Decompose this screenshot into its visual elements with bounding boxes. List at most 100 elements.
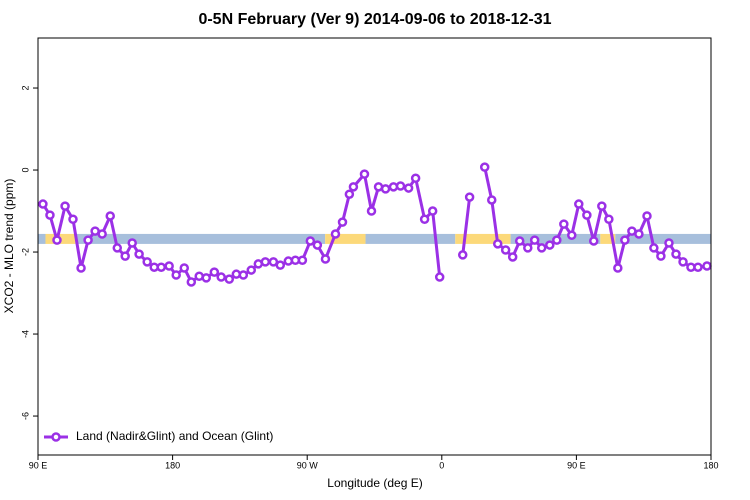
point [171,270,181,280]
point [260,257,271,267]
band-segment [600,233,616,244]
point [552,235,562,245]
point [642,211,652,221]
band-segment [325,233,366,244]
point [574,199,584,209]
point [60,201,70,211]
band-segment [75,233,326,244]
point [76,263,86,273]
point [348,182,359,192]
point [127,238,137,248]
point [68,214,78,224]
point [112,243,123,253]
point [702,261,712,271]
point [83,235,93,245]
point [380,184,391,194]
point [359,169,370,179]
point [320,254,331,264]
band-segment [38,233,46,244]
x-tick-label: 90 E [29,460,48,470]
point [500,245,511,255]
point [664,238,674,248]
point [105,211,115,221]
point [305,236,316,246]
point [216,272,226,282]
x-axis-label: Longitude (deg E) [327,476,422,490]
point [529,235,540,245]
point [434,272,445,282]
point [464,192,475,202]
point [297,255,308,265]
point [507,252,518,262]
point [186,277,197,287]
plot-frame [37,37,712,456]
y-axis-label: XCO2 - MLO trend (ppm) [2,179,16,314]
point [693,262,703,272]
point [330,229,341,239]
point [597,201,607,211]
point [457,250,468,260]
point [604,214,614,224]
point [403,183,414,193]
band-segment [365,233,456,244]
point [38,199,48,209]
point [97,229,107,239]
point [164,261,174,271]
point [678,257,688,267]
point [479,162,490,172]
point [523,243,533,253]
point [395,181,406,191]
point [156,262,166,272]
y-tick-label: -6 [20,412,30,420]
x-tick-label: 90 E [567,460,586,470]
point [559,219,569,229]
point [634,229,644,239]
point [656,251,666,261]
band-segment [615,233,711,244]
point [427,206,438,216]
point [671,249,681,259]
y-tick-label: 2 [20,86,30,91]
point [366,206,377,216]
chart-title: 0-5N February (Ver 9) 2014-09-06 to 2018… [198,11,551,28]
x-tick-label: 90 W [297,460,319,470]
point [238,270,249,280]
point [536,243,547,253]
y-tick-label: -2 [20,248,30,256]
point [419,214,430,224]
legend-marker [51,432,61,442]
x-tick-label: 180 [703,460,718,470]
point [120,251,130,261]
point [344,189,355,199]
point [224,274,235,284]
point [567,230,577,240]
point [620,235,630,245]
point [487,195,497,205]
x-tick-label: 180 [165,460,180,470]
point [134,249,144,259]
point [545,240,555,250]
legend-label: Land (Nadir&Glint) and Ocean (Glint) [76,429,273,443]
point [613,263,623,273]
point [410,173,421,183]
point [142,257,152,267]
x-tick-label: 0 [439,460,444,470]
band-segment [455,233,511,244]
point [45,210,55,220]
point [514,236,525,246]
point [492,239,503,249]
point [337,217,348,227]
y-tick-label: 0 [20,168,30,173]
y-tick-label: -4 [20,330,30,338]
point [209,267,220,277]
point [201,273,211,283]
point [582,210,592,220]
point [246,265,257,275]
point [649,243,659,253]
point [179,263,190,273]
point [312,240,323,250]
point [588,236,599,246]
point [275,260,286,270]
